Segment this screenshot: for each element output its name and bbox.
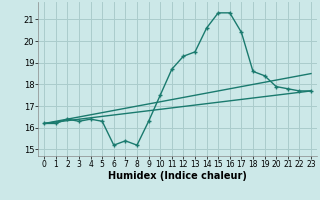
X-axis label: Humidex (Indice chaleur): Humidex (Indice chaleur) bbox=[108, 171, 247, 181]
